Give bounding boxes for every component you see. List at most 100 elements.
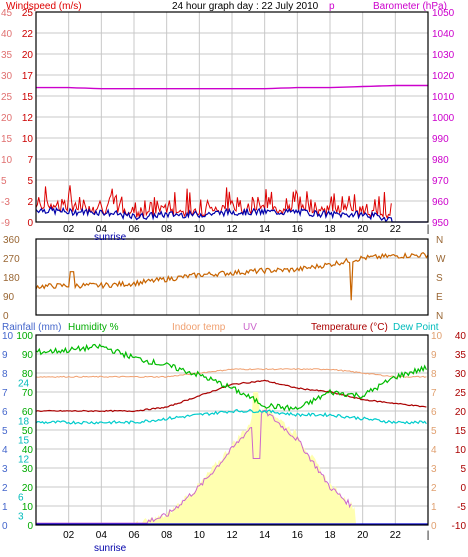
panel1-x-tick: 12 <box>226 224 238 235</box>
panel3-tick-inner: 90 <box>22 350 34 361</box>
panel3-tick-right-outer: 8 <box>431 369 437 380</box>
panel3-tick-dewpoint: 12 <box>18 455 30 466</box>
panel2-tick-right: E <box>436 292 443 303</box>
humidity-line <box>35 343 427 412</box>
panel3-tick-right-outer: 10 <box>431 331 443 342</box>
panel1-x-tick: 16 <box>292 224 304 235</box>
uv-line <box>36 408 352 524</box>
panel3-tick-inner: 80 <box>22 369 34 380</box>
panel1-tick-inner: 2 <box>27 197 33 208</box>
panel1-tick-inner: 20 <box>22 50 34 61</box>
panel1-x-tick: 04 <box>96 224 108 235</box>
dewpoint-label: Dew Point <box>393 322 439 333</box>
panel3-tick-right-outer: 2 <box>431 483 437 494</box>
temperature-line <box>35 379 427 413</box>
panel1-tick-inner: 15 <box>22 92 34 103</box>
panel1-x-tick: 10 <box>194 224 206 235</box>
panel1-tick-inner: 12 <box>22 113 34 124</box>
panel3-tick-outer: 4 <box>2 445 8 456</box>
panel1-tick-outer: 25 <box>1 92 13 103</box>
panel3-tick-right-inner: -5 <box>457 502 466 513</box>
panel1-grid <box>36 12 428 222</box>
panel1-tick-outer: -3 <box>1 197 10 208</box>
solar-area <box>130 392 357 525</box>
panel2-grid <box>36 239 428 315</box>
panel1-tick-outer: 5 <box>1 176 7 187</box>
panel1-x-end: | <box>427 224 430 235</box>
panel3-tick-outer: 5 <box>2 426 8 437</box>
panel1-tick-inner: 10 <box>22 134 34 145</box>
panel1-tick-right: 1030 <box>432 50 455 61</box>
panel3-tick-outer: 2 <box>2 483 8 494</box>
panel1-x-tick: 08 <box>161 224 173 235</box>
panel2-frame <box>35 238 429 316</box>
panel3-tick-inner: 60 <box>22 407 34 418</box>
panel3-tick-dewpoint: 24 <box>18 379 30 390</box>
panel1-tick-right: 1000 <box>432 113 455 124</box>
panel2-tick-left: 270 <box>3 254 20 265</box>
panel1-x-tick: 14 <box>259 224 271 235</box>
panel1-tick-inner: 7 <box>27 155 33 166</box>
panel3-tick-outer: 1 <box>2 502 8 513</box>
panel3-tick-dewpoint: 6 <box>18 493 24 504</box>
panel3-tick-dewpoint: 3 <box>18 512 24 523</box>
panel3-tick-right-outer: 4 <box>431 445 437 456</box>
panel1-tick-right: 1010 <box>432 92 455 103</box>
panel1-tick-outer: 10 <box>1 155 13 166</box>
panel3-tick-right-outer: 6 <box>431 407 437 418</box>
panel2-tick-right: N <box>436 235 443 246</box>
temperature-label: Temperature (°C) <box>311 322 388 333</box>
panel3-tick-right-inner: 10 <box>455 445 467 456</box>
panel1-x-tick: 20 <box>357 224 369 235</box>
panel1-x-tick: 18 <box>324 224 336 235</box>
panel1-tick-outer: -9 <box>1 218 10 229</box>
panel1-tick-inner: 17 <box>22 71 34 82</box>
panel3-tick-inner: 30 <box>22 464 34 475</box>
panel1-x-tick: 06 <box>128 224 140 235</box>
panel2-tick-left: 90 <box>3 292 15 303</box>
barometer-line <box>36 84 428 90</box>
panel2-tick-right: S <box>436 273 443 284</box>
uv-label: UV <box>243 322 257 333</box>
panel1-tick-right: 990 <box>432 134 449 145</box>
panel1-tick-right: 1050 <box>432 8 455 19</box>
panel1-tick-right: 970 <box>432 176 449 187</box>
panel1-tick-right: 1040 <box>432 29 455 40</box>
panel1-tick-right: 960 <box>432 197 449 208</box>
panel3-tick-outer: 8 <box>2 369 8 380</box>
panel3-tick-right-inner: 40 <box>455 331 467 342</box>
windspeed-label: Windspeed (m/s) <box>6 1 82 12</box>
panel3-tick-right-inner: -10 <box>452 521 467 532</box>
panel3-tick-right-inner: 0 <box>460 483 466 494</box>
panel1-tick-outer: 35 <box>1 50 13 61</box>
panel3-tick-right-outer: 7 <box>431 388 437 399</box>
indoor-temp-line <box>35 368 427 378</box>
panel2-tick-right: N <box>436 311 443 322</box>
wind-direction-line <box>35 251 429 301</box>
panel3-tick-right-inner: 5 <box>460 464 466 475</box>
panel3-tick-right-outer: 5 <box>431 426 437 437</box>
panel1-tick-inner: 5 <box>27 176 33 187</box>
panel3-tick-dewpoint: 15 <box>18 436 30 447</box>
panel3-x-tick: 14 <box>259 530 271 541</box>
series-layer <box>35 84 429 525</box>
panel2-tick-left: 360 <box>3 235 20 246</box>
tick-labels: 45403530252015105-3-92522201715121075201… <box>1 8 466 541</box>
panel1-tick-inner: 0 <box>27 218 33 229</box>
panel-frames <box>35 11 429 526</box>
panel2-tick-right: W <box>436 254 446 265</box>
sunrise-label-2: sunrise <box>94 543 127 554</box>
panel1-tick-outer: 40 <box>1 29 13 40</box>
panel1-frame <box>35 11 429 223</box>
panel3-x-tick: 16 <box>292 530 304 541</box>
panel3-tick-outer: 3 <box>2 464 8 475</box>
panel3-x-tick: 02 <box>63 530 75 541</box>
panel3-tick-outer: 10 <box>2 331 14 342</box>
panel3-tick-outer: 6 <box>2 407 8 418</box>
indoor-label: Indoor temp <box>172 322 226 333</box>
panel1-tick-outer: 15 <box>1 134 13 145</box>
panel1-tick-right: 950 <box>432 218 449 229</box>
panel3-tick-right-inner: 35 <box>455 350 467 361</box>
panel3-tick-outer: 0 <box>2 521 8 532</box>
